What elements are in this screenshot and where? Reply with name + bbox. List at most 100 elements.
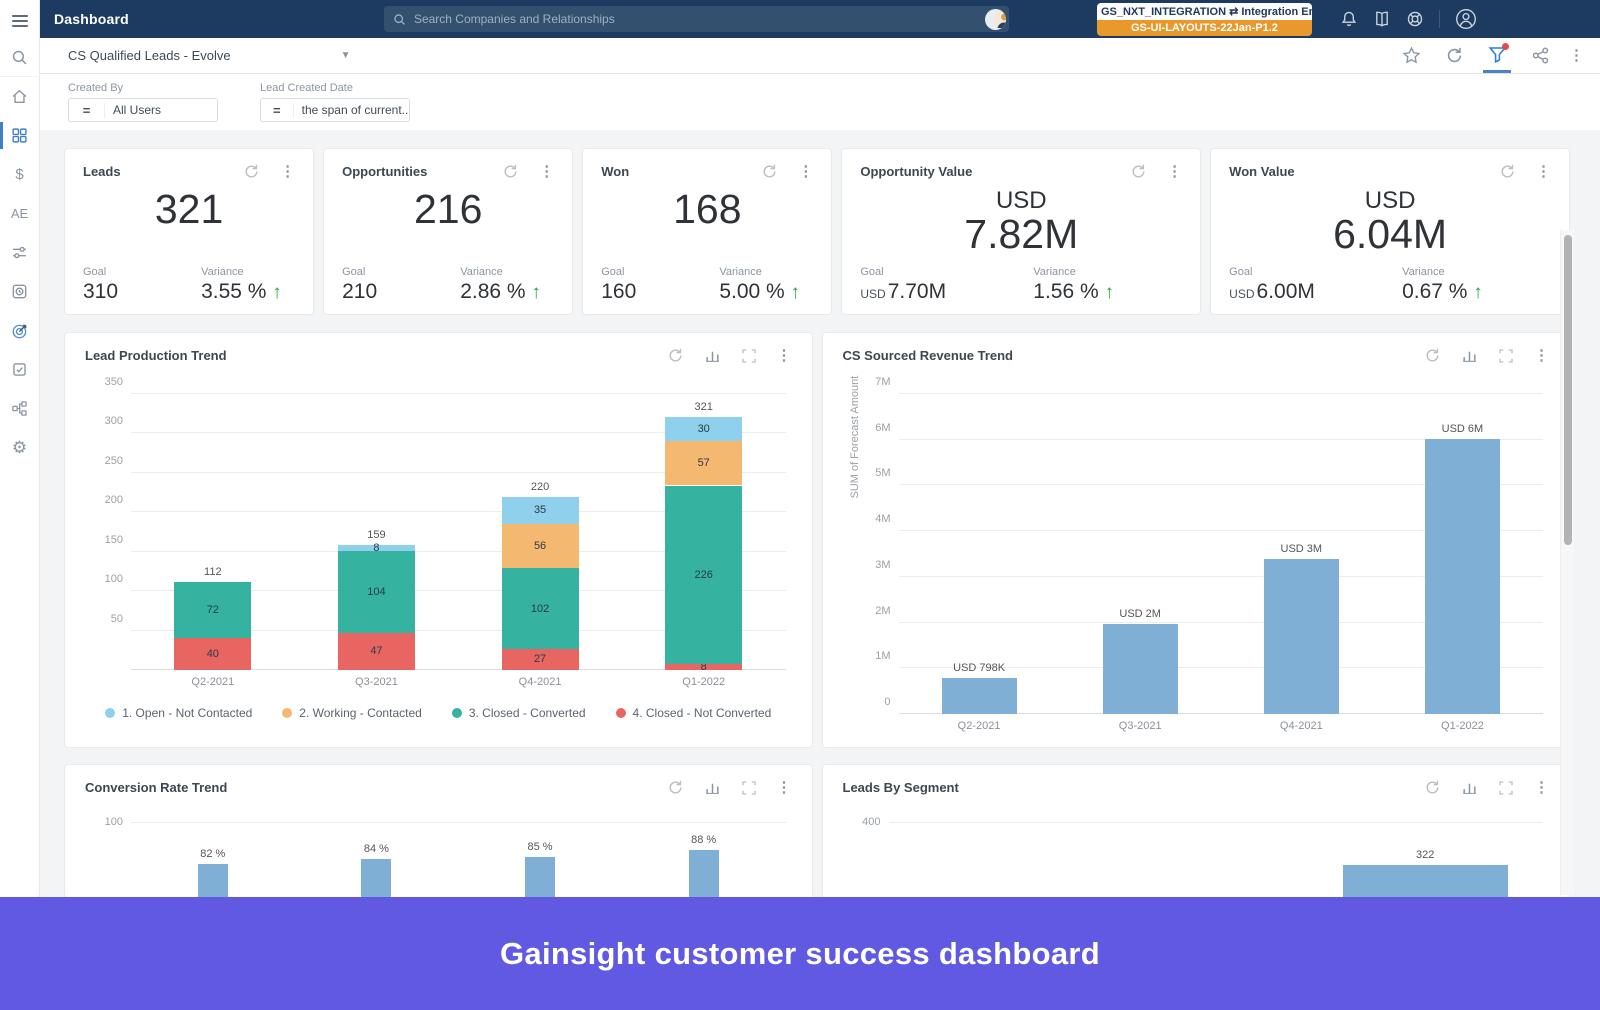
stacked-bar-Q2-2021[interactable]: 40 72 112 bbox=[174, 566, 252, 670]
refresh-icon[interactable] bbox=[667, 347, 684, 364]
refresh-icon[interactable] bbox=[761, 163, 778, 180]
bar-segment[interactable]: 226 bbox=[665, 485, 743, 664]
sidebar-item-dashboards[interactable] bbox=[0, 116, 40, 155]
expand-icon[interactable] bbox=[741, 348, 757, 364]
revenue-bar-Q3-2021[interactable]: USD 2M bbox=[1102, 608, 1178, 714]
hamburger-menu-icon[interactable] bbox=[11, 12, 28, 30]
bar-segment[interactable]: 57 bbox=[665, 440, 743, 486]
search-input[interactable] bbox=[413, 12, 979, 26]
sidebar-item-revenue[interactable]: $ bbox=[0, 155, 40, 194]
bar-segment[interactable]: 8 bbox=[337, 542, 415, 554]
goal-currency: USD bbox=[860, 287, 886, 301]
more-kebab-icon[interactable]: ⋮ bbox=[280, 163, 296, 180]
support-globe-icon[interactable] bbox=[1406, 10, 1424, 28]
chart-type-icon[interactable] bbox=[1461, 779, 1478, 796]
more-kebab-icon[interactable]: ⋮ bbox=[1534, 347, 1549, 364]
sidebar-item-adoption-explorer[interactable]: AE bbox=[0, 194, 40, 233]
more-kebab-icon[interactable]: ⋮ bbox=[539, 163, 555, 180]
dashboard-selector[interactable]: CS Qualified Leads - Evolve ▼ bbox=[68, 48, 351, 63]
created-by-filter-chip[interactable]: = All Users bbox=[68, 98, 218, 122]
y-tick-label: 250 bbox=[104, 454, 123, 467]
trend-up-arrow-icon: ↑ bbox=[531, 282, 541, 303]
goal-currency: USD bbox=[1229, 287, 1255, 301]
sidebar-item-rules[interactable] bbox=[0, 233, 40, 272]
variance-value: 0.67 % ↑ bbox=[1402, 280, 1483, 303]
more-kebab-icon[interactable]: ⋮ bbox=[776, 347, 792, 364]
expand-icon[interactable] bbox=[741, 780, 757, 796]
search-avatar[interactable] bbox=[984, 8, 1006, 30]
kpi-card-header: Opportunities ⋮ bbox=[342, 163, 554, 180]
sidebar-item-timeline[interactable] bbox=[0, 272, 40, 311]
bar-segment[interactable]: 35 bbox=[501, 496, 579, 525]
y-tick-label: 5M bbox=[875, 467, 891, 480]
bar-segment[interactable]: 8 bbox=[665, 661, 743, 673]
filter-bar: Created By = All Users Lead Created Date… bbox=[40, 74, 1600, 130]
lead-created-date-filter-chip[interactable]: = the span of current... bbox=[260, 98, 410, 122]
sidebar-item-relationships[interactable] bbox=[0, 389, 40, 428]
more-kebab-icon[interactable]: ⋮ bbox=[1535, 163, 1551, 180]
more-kebab-icon[interactable]: ⋮ bbox=[1569, 47, 1584, 64]
favorite-star-icon[interactable] bbox=[1397, 38, 1425, 73]
bar-segment[interactable]: 72 bbox=[174, 581, 252, 639]
divider bbox=[1438, 10, 1440, 28]
stacked-bar-Q3-2021[interactable]: 47 104 8 159 bbox=[337, 529, 415, 670]
more-kebab-icon[interactable]: ⋮ bbox=[776, 779, 792, 796]
refresh-icon[interactable] bbox=[1499, 163, 1516, 180]
environment-badge[interactable]: GS_NXT_INTEGRATION ⇄ Integration Env. GS… bbox=[1096, 2, 1312, 36]
bar-segment[interactable]: 27 bbox=[501, 648, 579, 670]
kpi-header-icons: ⋮ bbox=[1130, 163, 1182, 180]
bar-segment[interactable]: 56 bbox=[501, 524, 579, 569]
more-kebab-icon[interactable]: ⋮ bbox=[1534, 779, 1549, 796]
revenue-bar-Q2-2021[interactable]: USD 798K bbox=[941, 662, 1017, 714]
kpi-title: Won Value bbox=[1229, 164, 1295, 179]
chart-type-icon[interactable] bbox=[704, 347, 721, 364]
goal-label: Goal bbox=[342, 266, 366, 278]
refresh-icon[interactable] bbox=[1440, 38, 1468, 73]
notifications-bell-icon[interactable] bbox=[1340, 10, 1358, 28]
share-network-icon[interactable] bbox=[1526, 38, 1554, 73]
sidebar-item-surveys[interactable] bbox=[0, 350, 40, 389]
expand-icon[interactable] bbox=[1498, 780, 1514, 796]
user-profile-icon[interactable] bbox=[1455, 8, 1477, 30]
legend-item[interactable]: 1. Open - Not Contacted bbox=[105, 706, 252, 720]
gridline bbox=[898, 438, 1543, 440]
global-search[interactable] bbox=[383, 6, 1009, 32]
revenue-bar-Q4-2021[interactable]: USD 3M bbox=[1263, 543, 1339, 714]
refresh-icon[interactable] bbox=[243, 163, 260, 180]
refresh-icon[interactable] bbox=[1424, 347, 1441, 364]
dollar-icon: $ bbox=[15, 166, 24, 183]
bar-segment[interactable]: 40 bbox=[174, 638, 252, 670]
chart-type-icon[interactable] bbox=[1461, 347, 1478, 364]
more-kebab-icon[interactable]: ⋮ bbox=[798, 163, 814, 180]
bar-segment[interactable]: 104 bbox=[337, 550, 415, 633]
refresh-icon[interactable] bbox=[1424, 779, 1441, 796]
stacked-bar-Q1-2022[interactable]: 8 226 57 30 321 bbox=[665, 401, 743, 673]
vertical-scrollbar[interactable] bbox=[1560, 230, 1574, 895]
filter-funnel-icon[interactable] bbox=[1483, 38, 1511, 73]
revenue-bar-Q1-2022[interactable]: USD 6M bbox=[1424, 423, 1500, 714]
y-tick-label: 3M bbox=[875, 558, 891, 571]
legend-item[interactable]: 2. Working - Contacted bbox=[282, 706, 422, 720]
sidebar-item-settings[interactable]: ⚙ bbox=[0, 428, 40, 467]
sidebar-item-success-plan[interactable] bbox=[0, 311, 40, 350]
knowledge-book-icon[interactable] bbox=[1373, 10, 1391, 28]
bar-segment[interactable]: 102 bbox=[501, 568, 579, 649]
stacked-bar-Q4-2021[interactable]: 27 102 56 35 220 bbox=[501, 481, 579, 670]
sidebar-item-home[interactable] bbox=[0, 77, 40, 116]
refresh-icon[interactable] bbox=[667, 779, 684, 796]
gridline bbox=[131, 432, 786, 434]
bar-segment[interactable]: 30 bbox=[665, 416, 743, 441]
bar-segment[interactable]: 47 bbox=[337, 632, 415, 670]
more-kebab-icon[interactable]: ⋮ bbox=[1167, 163, 1183, 180]
sidebar-item-search[interactable] bbox=[0, 38, 40, 77]
kpi-goal: Goal USD7.70M bbox=[860, 266, 1021, 304]
dashboard-content: Leads ⋮ 321 Goal 310 Variance 3.55 % ↑ Opportun… bbox=[40, 130, 1600, 1010]
chart-type-icon[interactable] bbox=[704, 779, 721, 796]
legend-item[interactable]: 4. Closed - Not Converted bbox=[615, 706, 771, 720]
refresh-icon[interactable] bbox=[502, 163, 519, 180]
kpi-title: Opportunity Value bbox=[860, 164, 973, 179]
legend-item[interactable]: 3. Closed - Converted bbox=[451, 706, 586, 720]
refresh-icon[interactable] bbox=[1130, 163, 1147, 180]
scrollbar-thumb[interactable] bbox=[1564, 235, 1572, 545]
expand-icon[interactable] bbox=[1498, 348, 1514, 364]
